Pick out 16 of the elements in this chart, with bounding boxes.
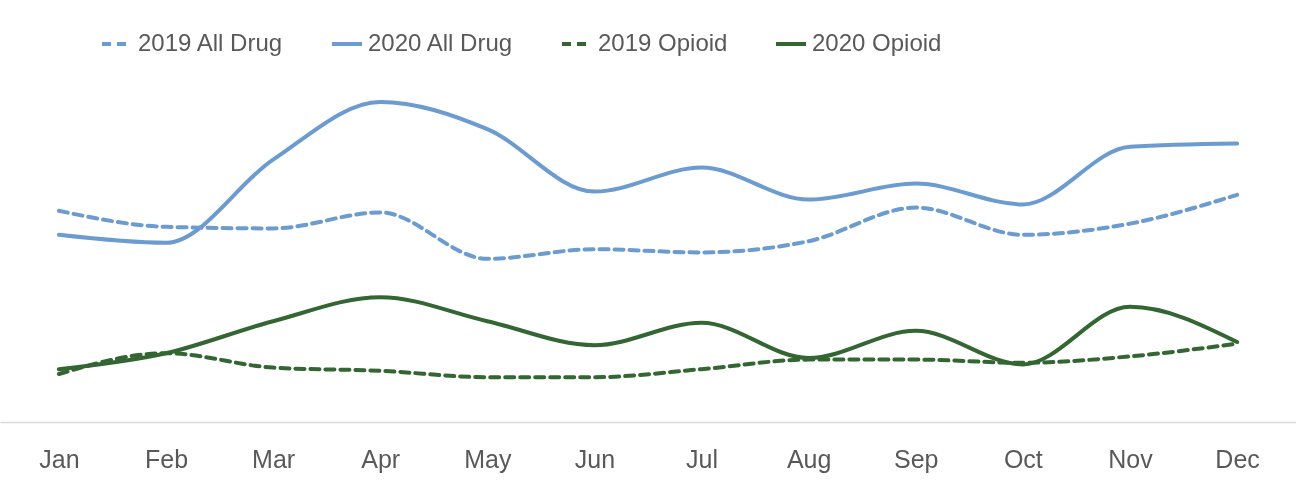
legend-label: 2020 Opioid bbox=[812, 29, 942, 56]
x-tick-label: Mar bbox=[252, 444, 296, 473]
legend-label: 2019 Opioid bbox=[598, 29, 728, 56]
legend-label: 2020 All Drug bbox=[368, 29, 513, 56]
x-tick-label: Feb bbox=[144, 444, 189, 473]
x-tick-label: Aug bbox=[786, 444, 832, 473]
x-tick-label: Oct bbox=[1003, 444, 1043, 473]
x-tick-label: May bbox=[464, 444, 512, 473]
x-tick-label: Sep bbox=[894, 444, 939, 473]
legend-label: 2019 All Drug bbox=[138, 29, 283, 56]
x-tick-label: Nov bbox=[1108, 444, 1154, 473]
x-tick-label: Jun bbox=[574, 444, 616, 473]
x-tick-label: Jul bbox=[686, 444, 719, 473]
x-tick-label: Dec bbox=[1215, 444, 1260, 473]
x-tick-label: Jan bbox=[39, 444, 80, 473]
x-tick-label: Apr bbox=[361, 444, 401, 473]
